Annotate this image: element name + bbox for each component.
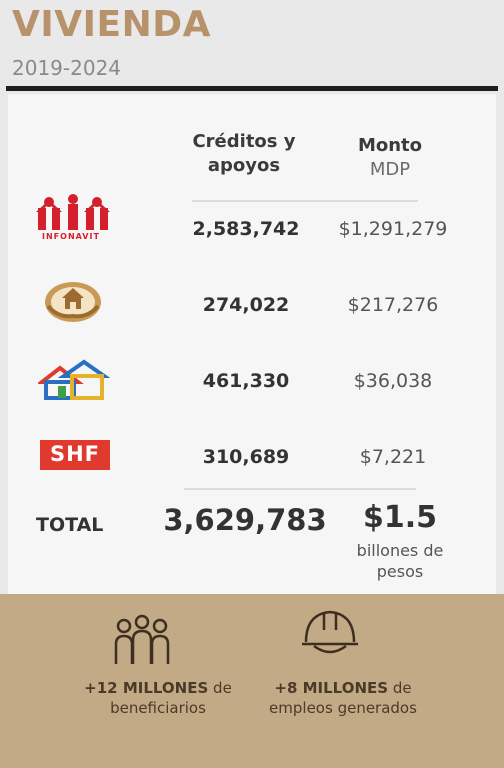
credits-header-line2: apoyos [207, 155, 281, 176]
fovissste-logo [42, 278, 104, 326]
beneficiaries-value: +12 MILLONES [84, 679, 209, 697]
housing-table-card: Créditos y apoyos Monto MDP INFONAVIT 2,… [8, 94, 496, 594]
jobs-stat: +8 MILLONES de empleos generados [250, 678, 436, 718]
people-icon [114, 614, 170, 664]
shf-credits: 310,689 [202, 446, 290, 468]
total-amount-unit: billones de pesos [330, 540, 470, 582]
total-divider [184, 488, 416, 490]
period-label: 2019-2024 [12, 56, 122, 80]
page-title: VIVIENDA [12, 4, 211, 45]
hard-hat-icon [302, 610, 358, 654]
title-divider [6, 86, 498, 91]
beneficiaries-label: beneficiarios [110, 699, 206, 717]
impact-footer: +12 MILLONES de beneficiarios +8 MILLONE… [0, 594, 504, 768]
amount-column-header: Monto MDP [330, 134, 450, 182]
infonavit-amount: $1,291,279 [338, 218, 448, 240]
jobs-label: empleos generados [269, 699, 417, 717]
shf-logo-text: SHF [49, 442, 101, 466]
amount-header-label: Monto [357, 135, 423, 156]
conavi-credits: 461,330 [202, 370, 290, 392]
beneficiaries-suffix: de [208, 679, 232, 697]
shf-amount: $7,221 [359, 446, 427, 468]
header-divider [192, 200, 418, 202]
jobs-suffix: de [388, 679, 412, 697]
colored-houses-icon [36, 359, 111, 400]
total-label: TOTAL [36, 514, 104, 536]
amount-header-unit: MDP [369, 159, 411, 180]
infonavit-house-icon [36, 194, 110, 230]
shf-logo: SHF [40, 440, 110, 470]
total-amount: $1.5 [362, 500, 438, 535]
beneficiaries-stat: +12 MILLONES de beneficiarios [70, 678, 246, 718]
credits-header-line1: Créditos y [192, 131, 296, 152]
total-unit-line1: billones de [356, 541, 444, 560]
jobs-value: +8 MILLONES [274, 679, 389, 697]
fovissste-amount: $217,276 [347, 294, 439, 316]
infonavit-logo: INFONAVIT [34, 194, 114, 242]
conavi-amount: $36,038 [353, 370, 433, 392]
credits-column-header: Créditos y apoyos [174, 130, 314, 178]
total-unit-line2: pesos [376, 562, 424, 581]
total-credits: 3,629,783 [163, 503, 327, 537]
infonavit-credits: 2,583,742 [192, 218, 300, 240]
fovissste-credits: 274,022 [202, 294, 290, 316]
infonavit-logo-text: INFONAVIT [42, 232, 100, 241]
hands-house-icon [45, 282, 101, 322]
conavi-logo [36, 358, 111, 404]
